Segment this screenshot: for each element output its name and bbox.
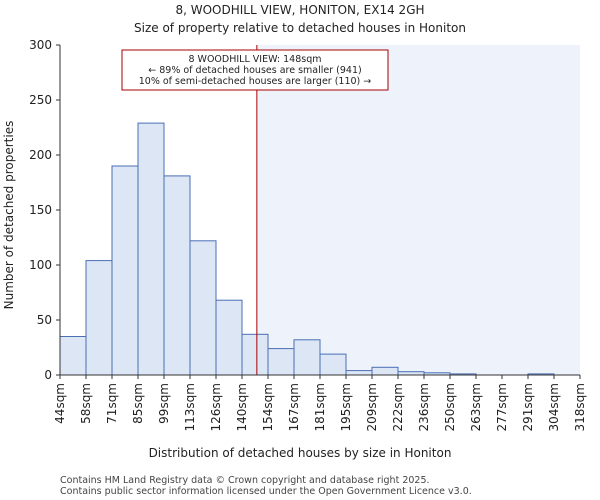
footer-line-2: Contains public sector information licen… [60, 486, 472, 497]
y-tick-label: 0 [44, 368, 52, 382]
x-tick-label: 126sqm [209, 383, 223, 431]
x-tick-label: 99sqm [157, 383, 171, 424]
annotation-title: 8 WOODHILL VIEW: 148sqm [188, 54, 321, 65]
chart-subtitle: Size of property relative to detached ho… [134, 21, 466, 35]
x-axis-label: Distribution of detached houses by size … [149, 446, 452, 460]
ticks-layer: 0 50 100 150 200 250 300 44sqm 58sqm 71sqm 85sqm 99… [29, 38, 587, 431]
y-tick-label: 150 [29, 203, 52, 217]
x-tick-label: 236sqm [417, 383, 431, 431]
histogram-bar [345, 370, 373, 376]
y-tick-label: 100 [29, 258, 52, 272]
x-tick-label: 85sqm [131, 383, 145, 424]
x-tick-label: 140sqm [235, 383, 249, 431]
histogram-bar [59, 336, 87, 376]
highlight-layer [256, 45, 580, 375]
histogram-bar [293, 339, 321, 376]
bars-layer [59, 122, 555, 376]
y-tick-label: 300 [29, 38, 52, 52]
x-tick-label: 304sqm [547, 383, 561, 431]
annotation-frame [121, 49, 389, 91]
larger-region-highlight [256, 45, 580, 375]
chart-title: 8, WOODHILL VIEW, HONITON, EX14 2GH [175, 3, 424, 17]
x-tick-label: 195sqm [339, 383, 353, 431]
x-tick-label: 154sqm [261, 383, 275, 431]
annotation-smaller: ← 89% of detached houses are smaller (94… [148, 65, 361, 76]
x-tick-label: 113sqm [183, 383, 197, 431]
y-axis-label: Number of detached properties [2, 121, 16, 310]
y-tick-label: 250 [29, 93, 52, 107]
footer-line-1: Contains HM Land Registry data © Crown c… [60, 475, 430, 486]
x-tick-label: 318sqm [573, 383, 587, 431]
annotation-larger: 10% of semi-detached houses are larger (… [139, 76, 372, 87]
x-tick-label: 181sqm [313, 383, 327, 431]
histogram-bar [111, 165, 139, 376]
x-tick-label: 58sqm [79, 383, 93, 424]
histogram-bar [85, 260, 113, 376]
y-tick-label: 200 [29, 148, 52, 162]
histogram-bar [189, 240, 217, 376]
x-tick-label: 291sqm [521, 383, 535, 431]
x-tick-label: 44sqm [53, 383, 67, 424]
x-tick-label: 277sqm [495, 383, 509, 431]
x-tick-label: 250sqm [443, 383, 457, 431]
y-tick-label: 50 [37, 313, 52, 327]
x-tick-label: 71sqm [105, 383, 119, 424]
x-tick-label: 222sqm [391, 383, 405, 431]
histogram-bar [319, 353, 347, 376]
histogram-bar [241, 333, 269, 376]
x-tick-label: 167sqm [287, 383, 301, 431]
histogram-bar [267, 348, 295, 376]
histogram-bar [215, 299, 243, 376]
x-tick-label: 263sqm [469, 383, 483, 431]
x-tick-label: 209sqm [365, 383, 379, 431]
histogram-bar [137, 122, 165, 376]
histogram-bar [371, 366, 399, 376]
annotation-box: 8 WOODHILL VIEW: 148sqm ← 89% of detache… [121, 49, 389, 91]
histogram-bar [163, 175, 191, 376]
